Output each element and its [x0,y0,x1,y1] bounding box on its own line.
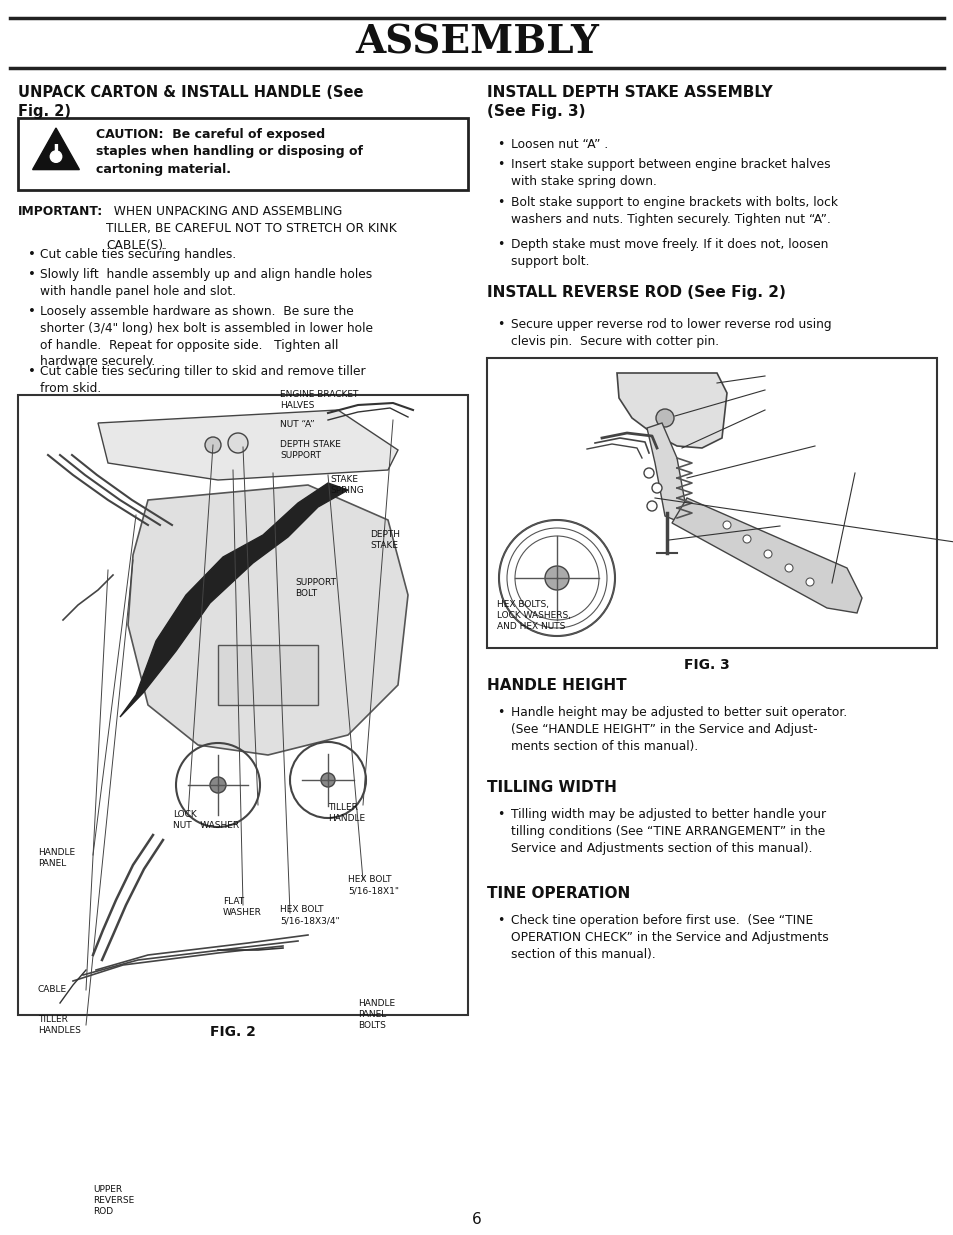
Text: TILLING WIDTH: TILLING WIDTH [486,781,617,795]
Text: FIG. 2: FIG. 2 [210,1025,255,1039]
Circle shape [805,578,813,585]
Text: FIG. 3: FIG. 3 [683,658,729,672]
Text: ASSEMBLY: ASSEMBLY [355,23,598,62]
Text: UPPER
REVERSE
ROD: UPPER REVERSE ROD [92,1186,134,1216]
Text: IMPORTANT:: IMPORTANT: [18,205,103,219]
Text: •: • [28,305,36,317]
Text: Secure upper reverse rod to lower reverse rod using
clevis pin.  Secure with cot: Secure upper reverse rod to lower revers… [511,317,831,348]
Text: !: ! [51,143,60,162]
Text: FLAT
WASHER: FLAT WASHER [223,897,262,918]
Text: STAKE
SPRING: STAKE SPRING [330,475,363,495]
Text: INSTALL REVERSE ROD (See Fig. 2): INSTALL REVERSE ROD (See Fig. 2) [486,285,785,300]
Text: SUPPORT
BOLT: SUPPORT BOLT [294,578,335,598]
Bar [18,395,468,1015]
Text: WHEN UNPACKING AND ASSEMBLING
TILLER, BE CAREFUL NOT TO STRETCH OR KINK
CABLE(S): WHEN UNPACKING AND ASSEMBLING TILLER, BE… [106,205,396,252]
Text: Tilling width may be adjusted to better handle your
tilling conditions (See “TIN: Tilling width may be adjusted to better … [511,808,825,855]
Text: •: • [497,138,504,151]
Text: DEPTH
STAKE: DEPTH STAKE [370,530,399,550]
Text: Loosen nut “A” .: Loosen nut “A” . [511,138,608,151]
Text: Depth stake must move freely. If it does not, loosen
support bolt.: Depth stake must move freely. If it does… [511,238,827,268]
Text: •: • [497,196,504,209]
Text: TILLER
HANDLES: TILLER HANDLES [38,1015,81,1035]
Text: HANDLE HEIGHT: HANDLE HEIGHT [486,678,626,693]
Text: TINE OPERATION: TINE OPERATION [486,885,630,902]
Text: HEX BOLTS,
LOCK WASHERS,
AND HEX NUTS: HEX BOLTS, LOCK WASHERS, AND HEX NUTS [497,600,571,631]
Text: HEX BOLT
5/16-18X3/4": HEX BOLT 5/16-18X3/4" [280,905,339,925]
Text: Cut cable ties securing handles.: Cut cable ties securing handles. [40,248,236,261]
Circle shape [742,535,750,543]
Circle shape [651,483,661,493]
Circle shape [205,437,221,453]
Bar [18,119,468,190]
Text: LOCK
NUT   WASHER: LOCK NUT WASHER [172,810,239,830]
Text: HANDLE
PANEL: HANDLE PANEL [38,848,75,868]
Text: •: • [497,317,504,331]
Text: UNPACK CARTON & INSTALL HANDLE (See
Fig. 2): UNPACK CARTON & INSTALL HANDLE (See Fig.… [18,85,363,120]
Polygon shape [646,424,686,522]
Text: Slowly lift  handle assembly up and align handle holes
with handle panel hole an: Slowly lift handle assembly up and align… [40,268,372,298]
Text: HANDLE
PANEL
BOLTS: HANDLE PANEL BOLTS [357,999,395,1030]
Circle shape [722,521,730,529]
Text: •: • [497,706,504,719]
Text: DEPTH STAKE
SUPPORT: DEPTH STAKE SUPPORT [280,440,340,461]
Text: Loosely assemble hardware as shown.  Be sure the
shorter (3/4" long) hex bolt is: Loosely assemble hardware as shown. Be s… [40,305,373,368]
Circle shape [763,550,771,558]
Text: •: • [28,248,36,261]
Polygon shape [671,498,862,613]
Circle shape [51,151,62,162]
Text: NUT “A”: NUT “A” [280,420,314,429]
Text: INSTALL DEPTH STAKE ASSEMBLY
(See Fig. 3): INSTALL DEPTH STAKE ASSEMBLY (See Fig. 3… [486,85,772,120]
Polygon shape [128,485,408,755]
Circle shape [228,433,248,453]
Text: •: • [497,808,504,821]
Text: Cut cable ties securing tiller to skid and remove tiller
from skid.: Cut cable ties securing tiller to skid a… [40,366,365,395]
Polygon shape [617,373,726,448]
Text: CABLE: CABLE [38,986,67,994]
Text: Check tine operation before first use.  (See “TINE
OPERATION CHECK” in the Servi: Check tine operation before first use. (… [511,914,828,961]
Text: •: • [28,366,36,378]
Text: Bolt stake support to engine brackets with bolts, lock
washers and nuts. Tighten: Bolt stake support to engine brackets wi… [511,196,837,226]
Text: Insert stake support between engine bracket halves
with stake spring down.: Insert stake support between engine brac… [511,158,830,188]
Circle shape [646,501,657,511]
Text: ENGINE BRACKET
HALVES: ENGINE BRACKET HALVES [280,390,358,410]
Bar [486,358,936,648]
Polygon shape [98,410,397,480]
Circle shape [784,564,792,572]
Text: TILLER
HANDLE: TILLER HANDLE [328,803,365,823]
Polygon shape [32,128,79,169]
Text: Handle height may be adjusted to better suit operator.
(See “HANDLE HEIGHT” in t: Handle height may be adjusted to better … [511,706,846,752]
Text: CAUTION:  Be careful of exposed
staples when handling or disposing of
cartoning : CAUTION: Be careful of exposed staples w… [96,128,363,177]
Text: HEX BOLT
5/16-18X1": HEX BOLT 5/16-18X1" [348,876,398,895]
Circle shape [656,409,673,427]
Circle shape [320,773,335,787]
Circle shape [210,777,226,793]
Text: 6: 6 [472,1213,481,1228]
Circle shape [544,566,568,590]
Circle shape [643,468,654,478]
Polygon shape [120,483,348,718]
Text: •: • [497,914,504,927]
Text: •: • [28,268,36,282]
Text: •: • [497,238,504,251]
Text: •: • [497,158,504,170]
Bar [218,645,317,705]
